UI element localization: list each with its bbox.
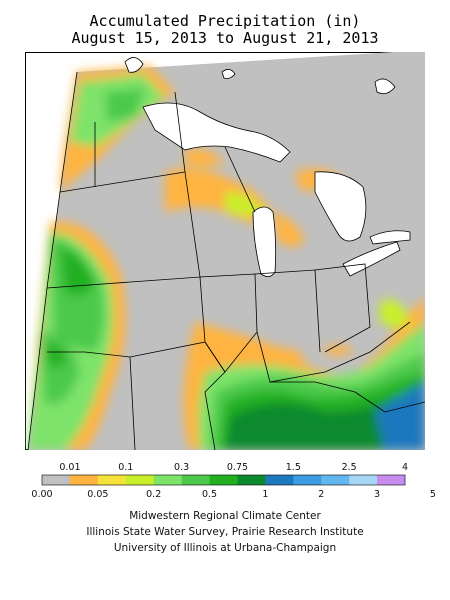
legend-upper-label: 0.75 bbox=[227, 462, 248, 473]
legend-lower-label: 0.05 bbox=[87, 489, 108, 500]
legend-swatch bbox=[377, 475, 406, 485]
legend-lower-label: 2 bbox=[318, 489, 324, 500]
legend-swatch bbox=[69, 475, 99, 485]
great-lakes bbox=[142, 102, 411, 277]
canada-outline bbox=[124, 57, 396, 95]
legend-swatch bbox=[125, 475, 155, 485]
legend-upper-label: 1.5 bbox=[286, 462, 301, 473]
precipitation-map bbox=[25, 52, 425, 450]
legend-upper-label: 0.3 bbox=[174, 462, 189, 473]
precip-legend: 0.00 0.05 0.2 0.5 1 2 3 5 0.01 0.1 0.3 0.75 1.5 2.5 4 bbox=[31, 462, 436, 500]
legend-upper-label: 0.1 bbox=[118, 462, 133, 473]
legend-swatch bbox=[97, 475, 127, 485]
state-boundaries bbox=[27, 71, 425, 450]
legend-swatch bbox=[321, 475, 350, 485]
legend-swatch bbox=[209, 475, 238, 485]
precip-field bbox=[28, 52, 425, 450]
credit-uiuc: University of Illinois at Urbana-Champai… bbox=[113, 542, 337, 554]
credit-mrcc: Midwestern Regional Climate Center bbox=[129, 510, 321, 522]
lake-huron bbox=[314, 171, 367, 242]
lake-erie bbox=[342, 241, 401, 277]
legend-upper-label: 2.5 bbox=[342, 462, 357, 473]
map-title: Accumulated Precipitation (in) bbox=[89, 12, 361, 30]
legend-swatch bbox=[42, 475, 71, 485]
legend-upper-label: 0.01 bbox=[59, 462, 80, 473]
legend-lower-label: 3 bbox=[374, 489, 380, 500]
legend-swatch bbox=[153, 475, 183, 485]
lake-superior bbox=[142, 102, 291, 163]
legend-lower-label: 0.2 bbox=[146, 489, 161, 500]
legend-swatch bbox=[349, 475, 378, 485]
legend-lower-label: 5 bbox=[430, 489, 436, 500]
legend-swatch bbox=[237, 475, 266, 485]
map-date-range: August 15, 2013 to August 21, 2013 bbox=[71, 29, 379, 47]
legend-swatch bbox=[265, 475, 294, 485]
precip-shading bbox=[28, 66, 425, 450]
legend-swatch bbox=[181, 475, 210, 485]
legend-lower-label: 0.00 bbox=[31, 489, 52, 500]
lake-ontario bbox=[369, 230, 411, 245]
lake-michigan bbox=[252, 206, 277, 277]
legend-lower-label: 0.5 bbox=[202, 489, 217, 500]
legend-upper-label: 4 bbox=[402, 462, 408, 473]
legend-border bbox=[41, 474, 406, 486]
legend-swatch bbox=[293, 475, 322, 485]
legend-lower-label: 1 bbox=[262, 489, 268, 500]
credit-isws: Illinois State Water Survey, Prairie Res… bbox=[86, 526, 364, 538]
